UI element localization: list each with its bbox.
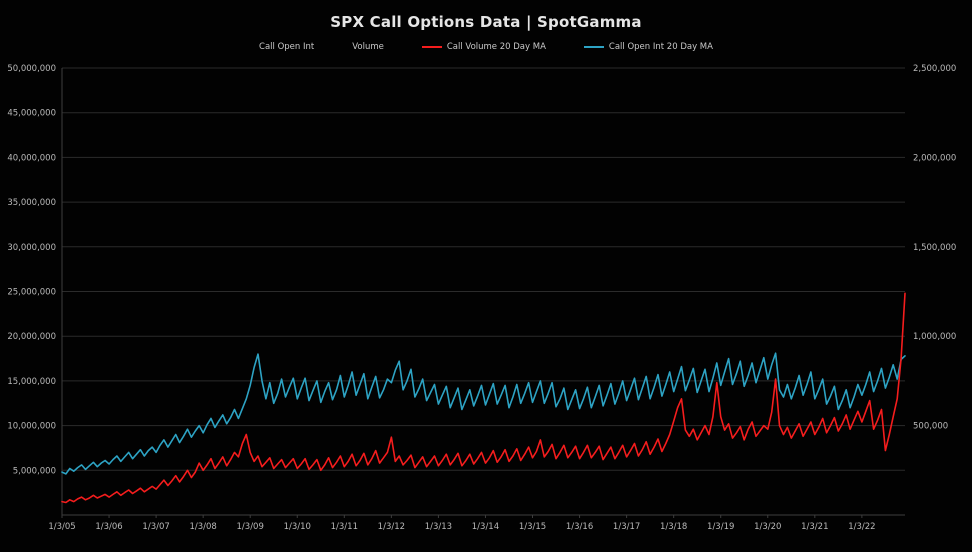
x-axis-tick-label: 1/3/08 — [189, 522, 216, 532]
legend-label: Call Open Int 20 Day MA — [608, 42, 713, 52]
x-axis-tick-label: 1/3/05 — [48, 522, 75, 532]
x-axis-tick-label: 1/3/20 — [754, 522, 781, 532]
x-axis-tick-label: 1/3/17 — [613, 522, 640, 532]
y-axis-right-tick-label: 2,000,000 — [913, 153, 956, 163]
y-axis-left-tick-label: 45,000,000 — [7, 109, 56, 119]
x-axis-tick-label: 1/3/06 — [95, 522, 122, 532]
legend: Call Open Int Volume Call Volume 20 Day … — [0, 42, 972, 52]
legend-label: Volume — [352, 42, 384, 52]
x-axis-tick-label: 1/3/21 — [801, 522, 828, 532]
legend-label: Call Open Int — [259, 42, 315, 52]
y-axis-right-tick-label: 2,500,000 — [913, 64, 956, 74]
chart-title: SPX Call Options Data | SpotGamma — [330, 13, 642, 31]
x-axis-tick-label: 1/3/13 — [425, 522, 452, 532]
y-axis-right-tick-label: 1,500,000 — [913, 243, 956, 253]
x-axis-tick-label: 1/3/15 — [519, 522, 546, 532]
x-axis-tick-label: 1/3/14 — [472, 522, 499, 532]
x-axis-tick-label: 1/3/19 — [707, 522, 734, 532]
x-axis-tick-label: 1/3/12 — [378, 522, 405, 532]
legend-item-call-open-int: Call Open Int — [259, 42, 314, 52]
x-axis-tick-label: 1/3/16 — [566, 522, 593, 532]
y-axis-left-tick-label: 20,000,000 — [7, 332, 56, 342]
legend-item-volume: Volume — [352, 42, 384, 52]
x-axis-tick-label: 1/3/11 — [331, 522, 358, 532]
y-axis-left-tick-label: 5,000,000 — [13, 466, 56, 476]
y-axis-right-tick-label: 500,000 — [913, 422, 948, 432]
y-axis-left-tick-label: 15,000,000 — [7, 377, 56, 387]
series-line-call-open-int-20-day-ma — [61, 352, 906, 475]
red-line-marker-icon — [421, 46, 442, 48]
legend-label: Call Volume 20 Day MA — [446, 42, 546, 52]
x-axis-tick-label: 1/3/18 — [660, 522, 687, 532]
legend-item-call-volume-ma: Call Volume 20 Day MA — [421, 42, 546, 52]
cyan-line-marker-icon — [583, 46, 604, 48]
y-axis-left-tick-label: 35,000,000 — [7, 198, 56, 208]
y-axis-left-tick-label: 30,000,000 — [7, 243, 56, 253]
series-line-call-volume-20-day-ma — [61, 292, 906, 504]
y-axis-left-tick-label: 25,000,000 — [7, 288, 56, 298]
y-axis-left-tick-label: 50,000,000 — [7, 64, 56, 74]
y-axis-right-tick-label: 1,000,000 — [913, 332, 956, 342]
legend-item-call-open-int-ma: Call Open Int 20 Day MA — [583, 42, 713, 52]
x-axis-tick-label: 1/3/07 — [142, 522, 169, 532]
x-axis-tick-label: 1/3/09 — [237, 522, 264, 532]
x-axis-tick-label: 1/3/10 — [284, 522, 311, 532]
x-axis-tick-label: 1/3/22 — [848, 522, 875, 532]
y-axis-left-tick-label: 10,000,000 — [7, 422, 56, 432]
y-axis-left-tick-label: 40,000,000 — [7, 153, 56, 163]
